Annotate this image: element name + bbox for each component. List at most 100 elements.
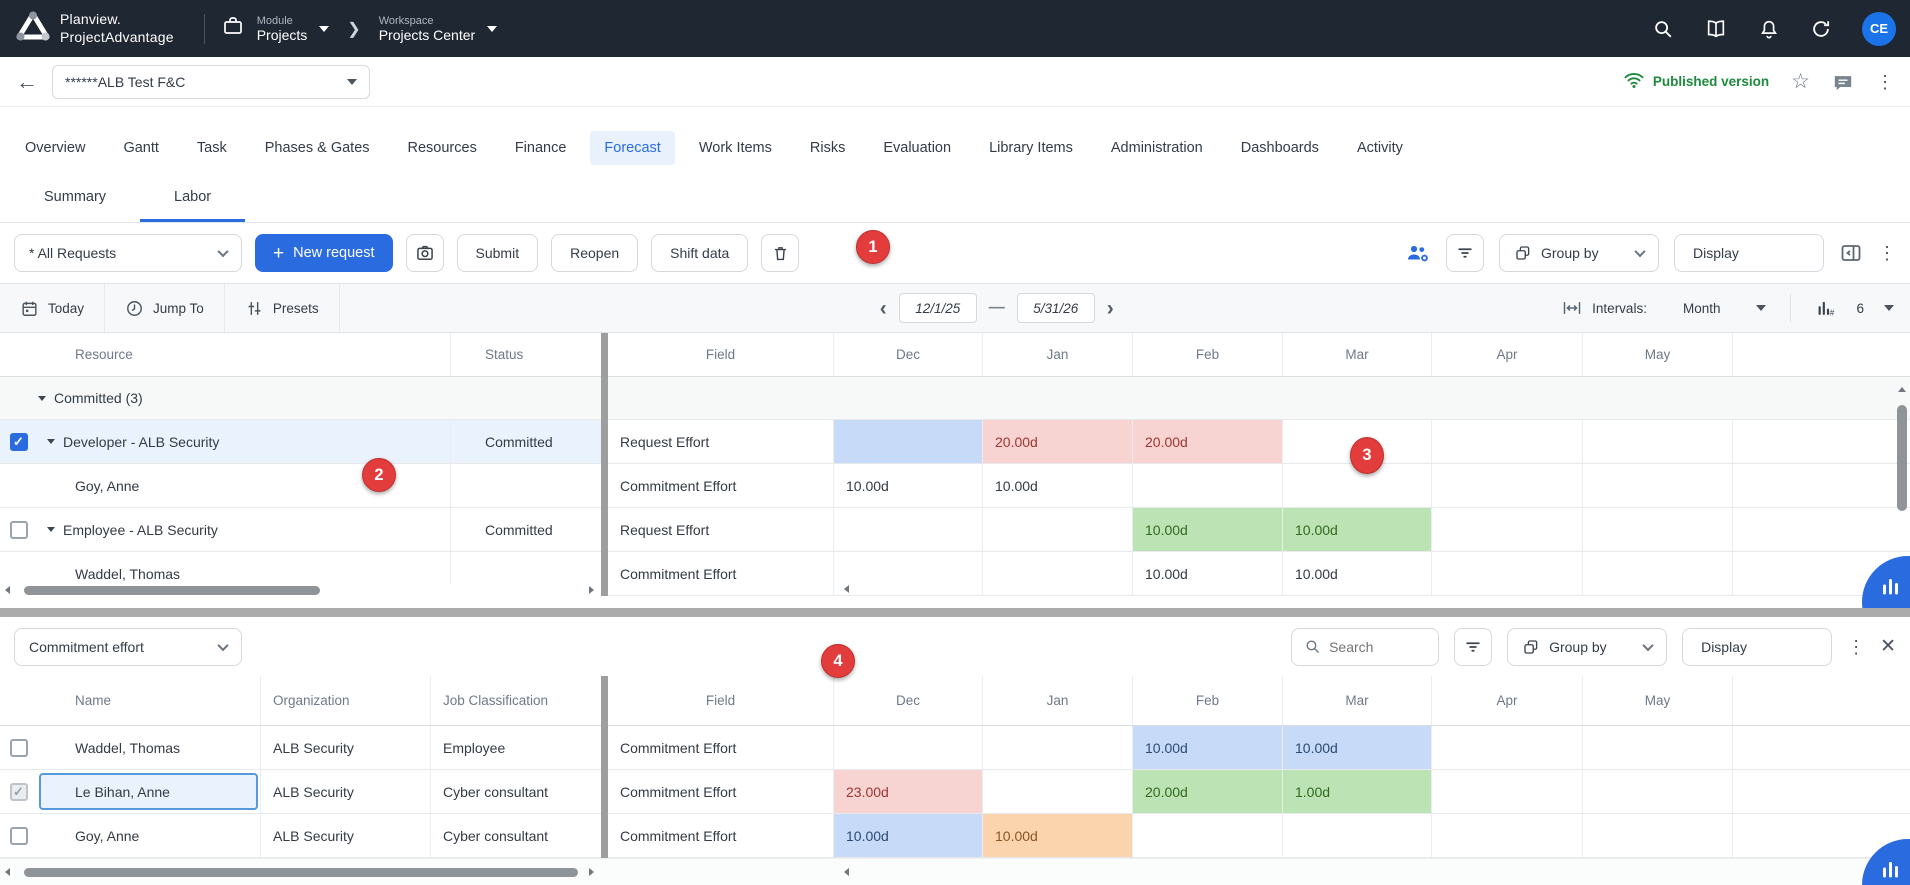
month-column-header[interactable]: Jan — [983, 676, 1133, 725]
value-cell[interactable] — [1583, 508, 1733, 551]
collapse-row-icon[interactable] — [47, 439, 55, 444]
chevron-down-icon[interactable] — [1756, 305, 1767, 311]
more-options-icon[interactable]: ⋮ — [1876, 71, 1894, 92]
tab-evaluation[interactable]: Evaluation — [883, 140, 952, 156]
selected-name-cell[interactable]: Le Bihan, Anne — [39, 773, 258, 810]
back-arrow-icon[interactable]: ← — [16, 68, 38, 94]
tab-activity[interactable]: Activity — [1356, 140, 1403, 156]
value-cell[interactable]: 10.00d — [1133, 726, 1283, 769]
month-column-header[interactable]: Feb — [1133, 676, 1283, 725]
month-column-header[interactable]: Dec — [834, 333, 983, 376]
value-cell[interactable] — [1432, 814, 1583, 857]
value-cell[interactable] — [1583, 814, 1733, 857]
value-cell[interactable] — [1283, 464, 1432, 507]
status-column-header[interactable]: Status — [450, 333, 601, 376]
chevron-down-icon[interactable] — [1884, 305, 1894, 311]
field-column-header[interactable]: Field — [608, 333, 834, 376]
value-cell[interactable] — [1432, 464, 1583, 507]
shift-data-button[interactable]: Shift data — [651, 234, 749, 272]
delete-trash-button[interactable] — [761, 234, 800, 272]
scroll-left-icon[interactable] — [5, 868, 10, 876]
value-cell[interactable] — [1583, 420, 1733, 463]
subtab-summary[interactable]: Summary — [44, 189, 107, 205]
scroll-left-icon[interactable] — [844, 868, 849, 876]
collapse-row-icon[interactable] — [47, 527, 55, 532]
month-column-header[interactable]: Mar — [1283, 676, 1432, 725]
field-column-header[interactable]: Field — [608, 676, 834, 725]
month-column-header[interactable]: Jan — [983, 333, 1133, 376]
value-cell[interactable]: 10.00d — [1283, 726, 1432, 769]
table-row[interactable]: Goy, Anne — [0, 464, 601, 508]
value-cell[interactable]: 10.00d — [983, 464, 1133, 507]
value-cell[interactable] — [1283, 420, 1432, 463]
month-column-header[interactable]: Apr — [1432, 676, 1583, 725]
value-cell[interactable] — [1583, 464, 1733, 507]
requests-filter-select[interactable]: * All Requests — [14, 234, 242, 272]
value-cell[interactable] — [1133, 464, 1283, 507]
month-column-header[interactable]: Feb — [1133, 333, 1283, 376]
value-cell[interactable] — [983, 552, 1133, 595]
pane-splitter-vertical[interactable] — [601, 333, 608, 596]
month-column-header[interactable]: May — [1583, 676, 1733, 725]
value-cell[interactable]: 10.00d — [1133, 508, 1283, 551]
value-cell[interactable] — [1432, 420, 1583, 463]
row-checkbox[interactable] — [9, 432, 28, 451]
group-by-select[interactable]: Group by — [1507, 627, 1668, 666]
planview-logo[interactable]: Planview. ProjectAdvantage — [0, 11, 188, 46]
row-checkbox[interactable] — [9, 826, 28, 845]
new-request-button[interactable]: + New request — [255, 234, 393, 272]
value-cell[interactable] — [1283, 814, 1432, 857]
tab-overview[interactable]: Overview — [25, 140, 86, 156]
value-cell[interactable] — [1432, 552, 1583, 595]
month-column-header[interactable]: Dec — [834, 676, 983, 725]
value-cell[interactable]: 10.00d — [834, 464, 983, 507]
tab-forecast[interactable]: Forecast — [590, 131, 675, 165]
module-switcher[interactable]: Module Projects — [221, 14, 330, 43]
presets-button[interactable]: Presets — [225, 284, 340, 332]
vertical-scrollbar-thumb[interactable] — [1897, 405, 1907, 511]
value-cell[interactable] — [1583, 552, 1733, 595]
row-checkbox[interactable] — [9, 738, 28, 757]
favorite-star-icon[interactable]: ☆ — [1791, 70, 1810, 93]
prev-period-icon[interactable]: ‹ — [879, 296, 887, 320]
feedback-icon[interactable] — [1832, 72, 1854, 92]
effort-mode-select[interactable]: Commitment effort — [14, 627, 242, 666]
month-column-header[interactable]: May — [1583, 333, 1733, 376]
more-options-icon[interactable]: ⋮ — [1878, 243, 1896, 263]
tab-work-items[interactable]: Work Items — [698, 140, 772, 156]
submit-button[interactable]: Submit — [456, 234, 539, 272]
value-cell[interactable]: 10.00d — [1283, 508, 1432, 551]
interval-value[interactable]: Month — [1682, 300, 1721, 316]
end-date-input[interactable]: 5/31/26 — [1016, 293, 1095, 323]
user-avatar[interactable]: CE — [1862, 11, 1896, 46]
tab-administration[interactable]: Administration — [1110, 140, 1203, 156]
filter-button[interactable] — [1446, 234, 1484, 272]
resource-column-header[interactable]: Resource — [75, 347, 133, 362]
scroll-right-icon[interactable] — [589, 868, 594, 876]
organization-column-header[interactable]: Organization — [260, 676, 430, 725]
value-cell[interactable] — [834, 726, 983, 769]
table-row[interactable]: Employee - ALB Security Committed — [0, 508, 601, 552]
tab-gantt[interactable]: Gantt — [123, 140, 159, 156]
today-button[interactable]: Today — [0, 284, 106, 332]
value-cell[interactable] — [1583, 726, 1733, 769]
snapshot-camera-button[interactable] — [405, 234, 444, 272]
value-cell[interactable] — [983, 770, 1133, 813]
value-cell[interactable]: 20.00d — [1133, 770, 1283, 813]
help-book-icon[interactable] — [1704, 18, 1728, 40]
value-cell[interactable]: 20.00d — [1133, 420, 1283, 463]
group-by-select[interactable]: Group by — [1499, 234, 1659, 272]
value-cell[interactable]: 1.00d — [1283, 770, 1432, 813]
month-column-header[interactable]: Mar — [1283, 333, 1432, 376]
scroll-right-icon[interactable] — [589, 586, 594, 594]
table-row[interactable]: Waddel, Thomas ALB Security Employee — [0, 726, 601, 770]
value-cell[interactable] — [1583, 770, 1733, 813]
search-icon[interactable] — [1652, 18, 1674, 40]
value-cell[interactable] — [983, 508, 1133, 551]
value-cell[interactable]: 23.00d — [834, 770, 983, 813]
jump-to-button[interactable]: Jump To — [105, 284, 225, 332]
tab-finance[interactable]: Finance — [514, 140, 567, 156]
pane-splitter-vertical[interactable] — [601, 676, 608, 870]
scroll-left-icon[interactable] — [5, 586, 10, 594]
table-row[interactable]: Developer - ALB Security Committed — [0, 420, 601, 464]
